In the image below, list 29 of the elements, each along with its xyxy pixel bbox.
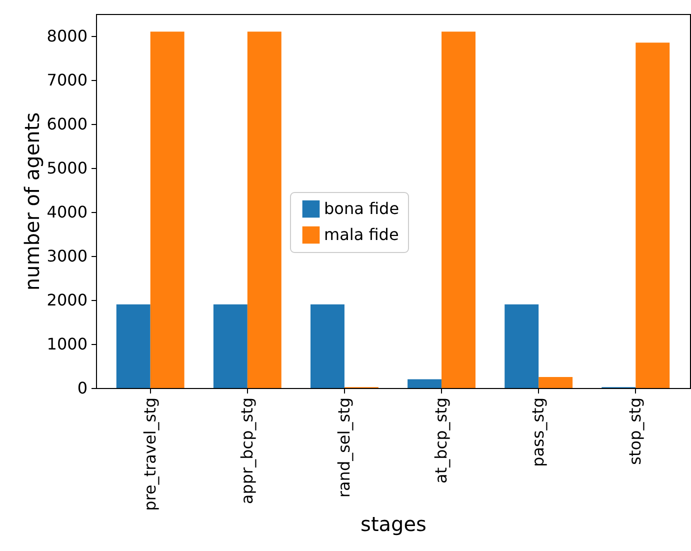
x-axis-title: stages (360, 512, 426, 536)
y-tick-label: 0 (77, 378, 88, 398)
bar (538, 377, 573, 388)
y-tick-label: 8000 (46, 26, 88, 46)
legend-label: bona fide (324, 199, 400, 218)
x-tick-label: pre_travel_stg (140, 398, 160, 511)
y-tick-label: 6000 (46, 114, 88, 134)
bar (213, 304, 248, 388)
bar (116, 304, 150, 388)
y-tick-label: 3000 (46, 246, 88, 266)
y-tick-label: 2000 (46, 290, 88, 310)
bar (504, 304, 539, 388)
x-tick-label: appr_bcp_stg (237, 398, 256, 504)
y-tick-label: 1000 (46, 334, 88, 354)
bar (310, 304, 344, 388)
y-tick-label: 7000 (46, 70, 88, 90)
x-tick-label: at_bcp_stg (432, 398, 451, 484)
y-tick-label: 4000 (46, 202, 88, 222)
y-axis-title: number of agents (20, 112, 44, 291)
x-tick-label: stop_stg (626, 398, 645, 465)
x-tick-label: pass_stg (528, 398, 548, 467)
y-tick-label: 5000 (46, 158, 88, 178)
bar (150, 32, 184, 388)
bar (247, 32, 282, 388)
bar (636, 42, 670, 388)
legend-label: mala fide (324, 225, 399, 244)
x-tick-label: rand_sel_stg (334, 398, 354, 498)
bar (442, 32, 476, 388)
bar (408, 379, 442, 388)
